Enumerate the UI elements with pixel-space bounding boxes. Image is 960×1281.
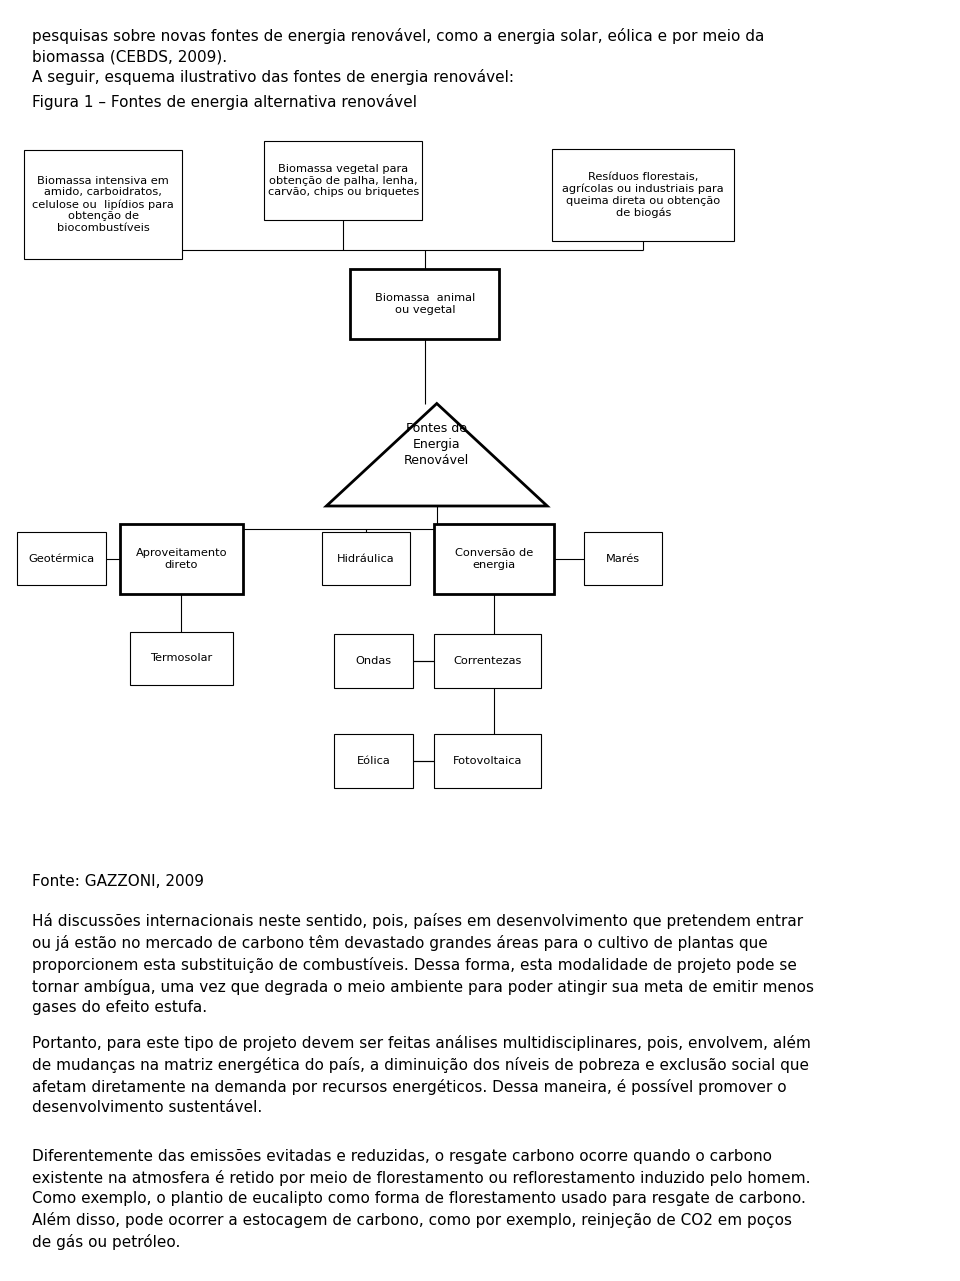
Text: Hidráulica: Hidráulica bbox=[337, 553, 395, 564]
FancyBboxPatch shape bbox=[434, 634, 541, 688]
Text: Há discussões internacionais neste sentido, pois, países em desenvolvimento que : Há discussões internacionais neste senti… bbox=[32, 913, 814, 1016]
FancyBboxPatch shape bbox=[434, 734, 541, 788]
Text: Biomassa vegetal para
obtenção de palha, lenha,
carvão, chips ou briquetes: Biomassa vegetal para obtenção de palha,… bbox=[268, 164, 419, 197]
Text: Marés: Marés bbox=[606, 553, 640, 564]
FancyBboxPatch shape bbox=[130, 632, 233, 685]
FancyBboxPatch shape bbox=[584, 532, 662, 585]
Text: Correntezas: Correntezas bbox=[453, 656, 522, 666]
FancyBboxPatch shape bbox=[120, 524, 243, 594]
Text: Conversão de
energia: Conversão de energia bbox=[455, 548, 533, 570]
FancyBboxPatch shape bbox=[264, 141, 422, 220]
FancyBboxPatch shape bbox=[17, 532, 106, 585]
FancyBboxPatch shape bbox=[434, 524, 554, 594]
Text: Biomassa intensiva em
amido, carboidratos,
celulose ou  lipídios para
obtenção d: Biomassa intensiva em amido, carboidrato… bbox=[33, 175, 174, 233]
Text: Aproveitamento
direto: Aproveitamento direto bbox=[135, 548, 228, 570]
Text: A seguir, esquema ilustrativo das fontes de energia renovável:: A seguir, esquema ilustrativo das fontes… bbox=[32, 69, 514, 85]
Text: Fonte: GAZZONI, 2009: Fonte: GAZZONI, 2009 bbox=[32, 874, 204, 889]
FancyBboxPatch shape bbox=[350, 269, 499, 339]
FancyBboxPatch shape bbox=[322, 532, 410, 585]
Text: pesquisas sobre novas fontes de energia renovável, como a energia solar, eólica : pesquisas sobre novas fontes de energia … bbox=[32, 28, 764, 64]
Text: Geotérmica: Geotérmica bbox=[29, 553, 94, 564]
Text: Eólica: Eólica bbox=[356, 756, 391, 766]
FancyBboxPatch shape bbox=[24, 150, 182, 259]
Text: Biomassa  animal
ou vegetal: Biomassa animal ou vegetal bbox=[374, 293, 475, 315]
FancyBboxPatch shape bbox=[334, 634, 413, 688]
Text: Portanto, para este tipo de projeto devem ser feitas análises multidisciplinares: Portanto, para este tipo de projeto deve… bbox=[32, 1035, 810, 1116]
Text: Fotovoltaica: Fotovoltaica bbox=[453, 756, 522, 766]
FancyBboxPatch shape bbox=[552, 149, 734, 241]
Text: Fontes de
Energia
Renovável: Fontes de Energia Renovável bbox=[404, 421, 469, 468]
FancyBboxPatch shape bbox=[334, 734, 413, 788]
Text: Termosolar: Termosolar bbox=[151, 653, 212, 664]
Text: Figura 1 – Fontes de energia alternativa renovável: Figura 1 – Fontes de energia alternativa… bbox=[32, 94, 417, 109]
Polygon shape bbox=[326, 404, 547, 506]
Text: Diferentemente das emissões evitadas e reduzidas, o resgate carbono ocorre quand: Diferentemente das emissões evitadas e r… bbox=[32, 1149, 810, 1250]
Text: Ondas: Ondas bbox=[355, 656, 392, 666]
Text: Resíduos florestais,
agrícolas ou industriais para
queima direta ou obtenção
de : Resíduos florestais, agrícolas ou indust… bbox=[563, 172, 724, 218]
